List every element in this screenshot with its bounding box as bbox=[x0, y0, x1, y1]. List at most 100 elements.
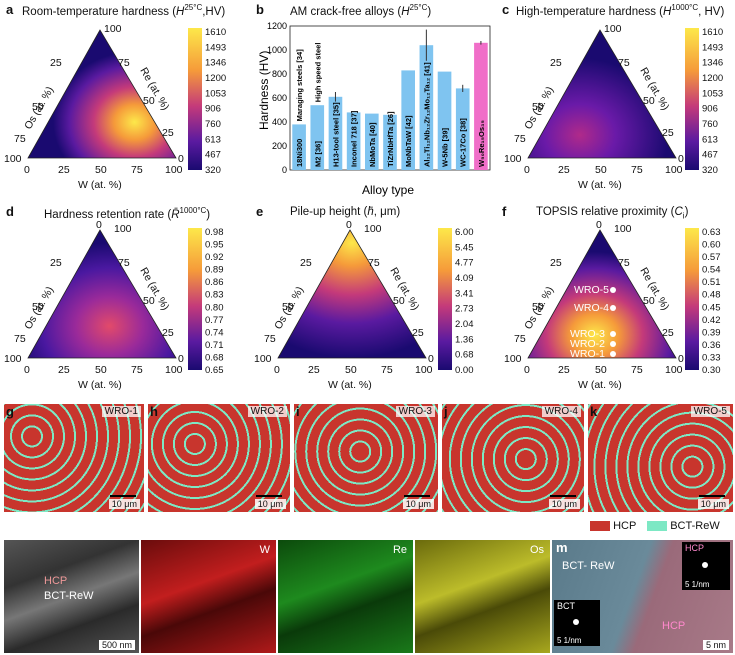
svg-text:25: 25 bbox=[662, 127, 674, 139]
svg-text:W (at. %): W (at. %) bbox=[578, 379, 622, 391]
svg-text:0: 0 bbox=[24, 364, 30, 376]
micrograph-tag: WRO-3 bbox=[395, 406, 435, 417]
micrograph-tag: WRO-4 bbox=[541, 406, 581, 417]
colorbar-tick: 0.89 bbox=[205, 265, 224, 276]
svg-text:75: 75 bbox=[264, 333, 276, 345]
wro-point-3: WRO-3 bbox=[570, 328, 616, 340]
svg-text:0: 0 bbox=[178, 353, 184, 365]
y-tick-label: 0 bbox=[282, 165, 287, 175]
panel-k-label: k bbox=[590, 404, 598, 419]
colorbar-tick: 1.36 bbox=[455, 334, 474, 345]
svg-text:WRO-3: WRO-3 bbox=[570, 328, 605, 340]
colorbar-tick: 467 bbox=[702, 150, 718, 161]
wro-point-4: WRO-4 bbox=[574, 302, 616, 314]
bar bbox=[419, 45, 434, 171]
colorbar-tick: 2.04 bbox=[455, 319, 474, 330]
svg-text:25: 25 bbox=[162, 327, 174, 339]
colorbar-tick: 906 bbox=[205, 104, 221, 115]
colorbar-tick: 320 bbox=[702, 165, 718, 174]
wro-point-1: WRO-1 bbox=[570, 348, 616, 360]
svg-text:0: 0 bbox=[678, 353, 684, 365]
panel-a-label: a bbox=[6, 2, 14, 17]
scale-bar bbox=[256, 495, 282, 497]
svg-text:75: 75 bbox=[14, 133, 26, 145]
svg-text:100: 100 bbox=[415, 364, 433, 376]
svg-text:25: 25 bbox=[550, 257, 562, 269]
y-tick-label: 600 bbox=[272, 93, 287, 103]
bar bbox=[292, 124, 306, 170]
colorbar-tick: 0.65 bbox=[205, 365, 224, 374]
svg-text:0: 0 bbox=[96, 219, 102, 231]
svg-text:25: 25 bbox=[662, 327, 674, 339]
colorbar-tick: 3.41 bbox=[455, 288, 474, 299]
svg-text:0: 0 bbox=[524, 164, 530, 176]
colorbar-tick: 1053 bbox=[205, 88, 226, 99]
colorbar-tick: 613 bbox=[205, 134, 221, 145]
colorbar-tick: 0.63 bbox=[702, 227, 721, 238]
x-axis-label: Alloy type bbox=[362, 183, 414, 197]
colorbar-tick: 0.95 bbox=[205, 240, 224, 251]
haadf-image: HCP BCT-ReW 500 nm bbox=[4, 540, 139, 653]
bar bbox=[474, 42, 488, 170]
micrograph-tag: WRO-2 bbox=[247, 406, 287, 417]
micrograph-wro-3: WRO-3 10 μm bbox=[294, 404, 438, 512]
colorbar-tick: 613 bbox=[702, 134, 718, 145]
colorbar-tick: 0.57 bbox=[702, 252, 721, 263]
micrograph-wro-5: WRO-5 10 μm bbox=[588, 404, 733, 512]
svg-text:50: 50 bbox=[143, 95, 155, 107]
svg-text:25: 25 bbox=[300, 257, 312, 269]
colorbar-tick: 0.60 bbox=[702, 240, 721, 251]
svg-text:100: 100 bbox=[254, 353, 272, 365]
haadf-bct-label: BCT-ReW bbox=[44, 590, 94, 602]
svg-text:75: 75 bbox=[618, 257, 630, 269]
svg-text:0: 0 bbox=[24, 164, 30, 176]
svg-text:75: 75 bbox=[514, 133, 526, 145]
svg-text:100: 100 bbox=[665, 164, 683, 176]
colorbar-tick: 1200 bbox=[205, 73, 226, 84]
bar bbox=[383, 114, 397, 170]
panel-e-title: Pile-up height (h̄, μm) bbox=[290, 206, 401, 218]
svg-text:50: 50 bbox=[282, 301, 294, 313]
svg-text:0: 0 bbox=[524, 364, 530, 376]
svg-text:50: 50 bbox=[532, 101, 544, 113]
svg-text:WRO-4: WRO-4 bbox=[574, 302, 609, 314]
svg-text:0: 0 bbox=[274, 364, 280, 376]
panel-m-label: m bbox=[556, 540, 568, 555]
svg-text:25: 25 bbox=[50, 257, 62, 269]
colorbar-a: 1610 1493 1346 1200 1053 906 760 613 467 320 bbox=[188, 27, 226, 174]
svg-text:75: 75 bbox=[131, 364, 143, 376]
micrograph-wro-4: WRO-4 10 μm bbox=[442, 404, 584, 512]
svg-text:50: 50 bbox=[532, 301, 544, 313]
micrograph-scale: 10 μm bbox=[402, 499, 434, 509]
colorbar-tick: 0.45 bbox=[702, 302, 721, 313]
svg-text:50: 50 bbox=[643, 95, 655, 107]
panel-c-title: High-temperature hardness (H1000°C, HV) bbox=[516, 3, 725, 18]
colorbar-tick: 0.74 bbox=[205, 327, 224, 338]
colorbar-tick: 0.86 bbox=[205, 277, 224, 288]
svg-text:100: 100 bbox=[604, 23, 622, 35]
svg-text:25: 25 bbox=[58, 164, 70, 176]
panel-f-title: TOPSIS relative proximity (Ci) bbox=[536, 206, 689, 221]
svg-text:WRO-2: WRO-2 bbox=[570, 338, 605, 350]
bar bbox=[365, 113, 379, 170]
svg-text:100: 100 bbox=[504, 153, 522, 165]
colorbar-tick: 1200 bbox=[702, 73, 723, 84]
bar-extra-label: Maraging steels [34] bbox=[295, 49, 304, 122]
svg-text:50: 50 bbox=[32, 101, 44, 113]
colorbar-tick: 0.00 bbox=[455, 365, 474, 374]
svg-text:75: 75 bbox=[368, 257, 380, 269]
panel-d-title: Hardness retention rate (R̄1000°C) bbox=[44, 206, 211, 221]
bar-chart-b: Hardness (HV) Alloy type 0 200 400 600 800 10… bbox=[257, 21, 491, 197]
svg-text:75: 75 bbox=[618, 57, 630, 69]
colorbar-tick: 1346 bbox=[702, 58, 723, 69]
eds-map-os: Os bbox=[415, 540, 550, 653]
svg-text:100: 100 bbox=[114, 223, 132, 235]
fft-hcp: HCP 5 1/nm bbox=[682, 542, 730, 590]
svg-text:25: 25 bbox=[58, 364, 70, 376]
panel-e-label: e bbox=[256, 204, 264, 219]
bar bbox=[455, 88, 470, 170]
colorbar-tick: 0.80 bbox=[205, 302, 224, 313]
svg-text:25: 25 bbox=[558, 164, 570, 176]
bar-label: W-5Nb [39] bbox=[441, 127, 450, 167]
micrograph-tag: WRO-5 bbox=[690, 406, 730, 417]
